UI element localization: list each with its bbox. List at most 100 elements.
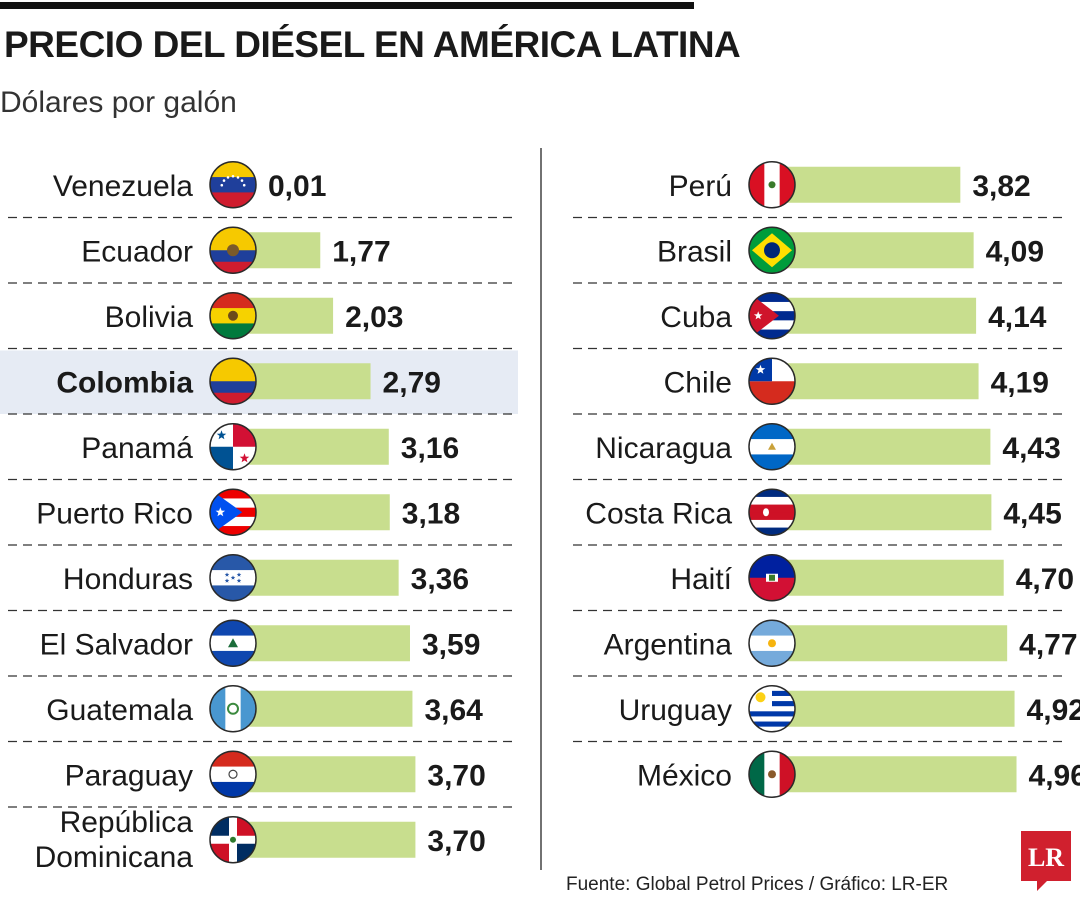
honduras-flag-icon <box>209 554 257 602</box>
ecuador-flag-icon <box>209 226 257 274</box>
argentina-flag-icon <box>748 619 796 667</box>
bar <box>233 690 413 727</box>
bar-row: República Dominicana 3,70 <box>35 806 486 874</box>
value-label: 3,16 <box>401 432 459 465</box>
value-label: 2,79 <box>383 366 441 399</box>
value-label: 4,09 <box>986 235 1044 268</box>
category-label: Puerto Rico <box>36 497 193 530</box>
bar-row: Venezuela 0,01 <box>8 161 518 219</box>
category-label: Perú <box>669 170 732 203</box>
category-label: Honduras <box>63 563 193 596</box>
logo-text: LR <box>1028 843 1064 872</box>
category-label: Argentina <box>604 628 733 661</box>
panama-flag-icon <box>209 423 257 471</box>
category-label: México <box>637 759 732 792</box>
category-label: Brasil <box>657 235 732 268</box>
brazil-flag-icon <box>748 226 796 274</box>
value-label: 3,64 <box>424 694 483 727</box>
bar-row: Nicaragua 4,43 <box>573 423 1066 481</box>
bar <box>233 756 416 793</box>
category-label: El Salvador <box>40 628 193 661</box>
value-label: 3,70 <box>427 825 485 858</box>
bar-row: México 4,96 <box>637 750 1080 798</box>
value-label: 4,92 <box>1027 694 1080 727</box>
value-label: 4,45 <box>1003 497 1061 530</box>
category-label: Panamá <box>81 432 193 465</box>
el-salvador-flag-icon <box>209 619 257 667</box>
bar-row: Cuba 4,14 <box>573 292 1066 350</box>
lr-logo: LR <box>1021 831 1071 891</box>
bar <box>772 363 979 400</box>
bar-row: Guatemala 3,64 <box>8 685 518 743</box>
value-label: 3,36 <box>411 563 469 596</box>
puerto-rico-flag-icon <box>209 488 257 536</box>
bar <box>233 821 416 858</box>
bar <box>772 625 1008 662</box>
bar <box>772 690 1015 727</box>
value-label: 3,18 <box>402 497 460 530</box>
bar-row: Panamá 3,16 <box>8 423 518 481</box>
category-label: Venezuela <box>53 170 193 203</box>
bar-row: Chile 4,19 <box>573 357 1066 415</box>
category-label: República Dominicana <box>35 806 194 874</box>
mexico-flag-icon <box>748 750 796 798</box>
bar <box>772 297 977 334</box>
bar-row: Costa Rica 4,45 <box>573 488 1066 546</box>
bar <box>233 625 410 662</box>
value-label: 0,01 <box>268 170 326 203</box>
source-note: Fuente: Global Petrol Prices / Gráfico: … <box>566 874 949 895</box>
paraguay-flag-icon <box>209 750 257 798</box>
bar-row: Puerto Rico 3,18 <box>8 488 518 546</box>
category-label: Haití <box>670 563 732 596</box>
bolivia-flag-icon <box>209 292 257 340</box>
bar <box>772 166 961 203</box>
category-label: Paraguay <box>65 759 193 792</box>
bar-row: Honduras 3,36 <box>8 554 518 612</box>
costa-rica-flag-icon <box>748 488 796 536</box>
bar-row: Bolivia 2,03 <box>8 292 518 350</box>
value-label: 4,70 <box>1016 563 1074 596</box>
category-label: Chile <box>664 366 732 399</box>
bar-row: Ecuador 1,77 <box>8 226 518 284</box>
uruguay-flag-icon <box>748 685 796 733</box>
bar-row: Uruguay 4,92 <box>573 685 1080 743</box>
dominican-republic-flag-icon <box>209 816 257 864</box>
value-label: 1,77 <box>332 235 390 268</box>
value-label: 3,82 <box>972 170 1030 203</box>
bar <box>772 494 992 531</box>
bar <box>772 756 1017 793</box>
bar-row: El Salvador 3,59 <box>8 619 518 677</box>
value-label: 4,14 <box>988 301 1047 334</box>
category-label: Bolivia <box>105 301 194 334</box>
peru-flag-icon <box>748 161 796 209</box>
category-label: Colombia <box>56 366 193 399</box>
value-label: 2,03 <box>345 301 403 334</box>
bar <box>233 559 399 596</box>
bar-row: Perú 3,82 <box>573 161 1066 219</box>
venezuela-flag-icon <box>209 161 257 209</box>
bar-row: Paraguay 3,70 <box>8 750 518 808</box>
haiti-flag-icon <box>748 554 796 602</box>
nicaragua-flag-icon <box>748 423 796 471</box>
bar-row: Haití 4,70 <box>573 554 1074 612</box>
bar <box>772 232 974 269</box>
category-label: Cuba <box>660 301 732 334</box>
cuba-flag-icon <box>748 292 796 340</box>
category-label: Nicaragua <box>595 432 732 465</box>
category-label: Guatemala <box>46 694 193 727</box>
value-label: 4,19 <box>991 366 1049 399</box>
value-label: 4,43 <box>1002 432 1060 465</box>
category-label: Uruguay <box>619 694 732 727</box>
top-rule <box>0 2 694 9</box>
value-label: 4,77 <box>1019 628 1077 661</box>
chart-column-1: Venezuela 0,01 Ecuador 1,77 Bolivia 2,03 Colom… <box>0 161 518 874</box>
chart-subtitle: Dólares por galón <box>0 86 237 119</box>
category-label: Costa Rica <box>585 497 732 530</box>
bar <box>772 428 991 465</box>
bar-row: Brasil 4,09 <box>573 226 1066 284</box>
category-label: Ecuador <box>81 235 193 268</box>
bar <box>233 494 390 531</box>
bar <box>233 428 389 465</box>
chart-title: PRECIO DEL DIÉSEL EN AMÉRICA LATINA <box>4 24 741 65</box>
bar-row: Argentina 4,77 <box>573 619 1078 677</box>
